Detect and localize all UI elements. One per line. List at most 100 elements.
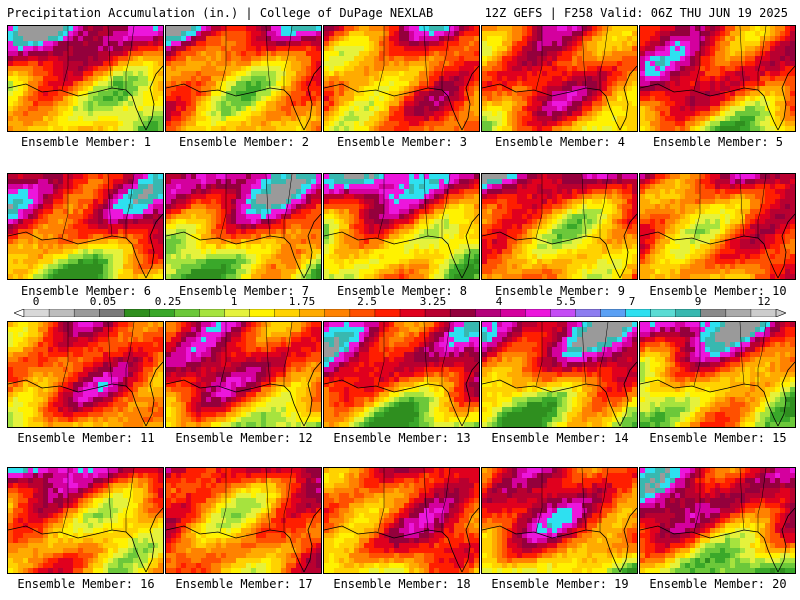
precipitation-field	[482, 468, 637, 573]
colorbar-swatch	[149, 309, 175, 317]
state-borders	[693, 26, 767, 91]
colorbar-swatch	[249, 309, 276, 317]
ensemble-member-map[interactable]	[323, 467, 480, 574]
state-borders	[61, 174, 135, 239]
coastline	[482, 65, 637, 131]
ensemble-member-map[interactable]	[7, 25, 164, 132]
ensemble-member-map[interactable]	[481, 321, 638, 428]
colorbar-swatch	[274, 309, 301, 317]
colorbar-tick-label: 5.5	[556, 295, 576, 308]
colorbar-tick-label: 0.25	[154, 295, 182, 308]
ensemble-member-map[interactable]	[639, 467, 796, 574]
precipitation-field	[166, 174, 321, 279]
ensemble-member-map[interactable]	[165, 467, 322, 574]
precipitation-field	[8, 26, 163, 131]
ensemble-member-map[interactable]	[323, 321, 480, 428]
state-borders	[693, 322, 767, 387]
colorbar-swatch	[98, 309, 125, 317]
ensemble-member-label: Ensemble Member: 2	[178, 135, 310, 149]
coastline	[324, 65, 479, 131]
state-borders	[377, 26, 451, 91]
ensemble-member-map[interactable]	[7, 173, 164, 280]
coastline	[166, 361, 321, 427]
colorbar-left-arrow	[14, 309, 25, 317]
ensemble-member-map[interactable]	[639, 25, 796, 132]
ensemble-member-map[interactable]	[639, 173, 796, 280]
ensemble-member-label: Ensemble Member: 16	[17, 577, 155, 591]
ensemble-member-map[interactable]	[639, 321, 796, 428]
coastline	[640, 65, 795, 131]
colorbar-swatch	[700, 309, 727, 317]
colorbar-swatch	[324, 309, 351, 317]
colorbar-swatch	[600, 309, 627, 317]
colorbar-swatch	[124, 309, 150, 317]
colorbar-swatch	[650, 309, 677, 317]
colorbar-swatch	[174, 309, 200, 317]
precipitation-field	[324, 322, 479, 427]
coastline	[166, 65, 321, 131]
colorbar-swatch	[224, 309, 251, 317]
coastline	[8, 361, 163, 427]
ensemble-member-map[interactable]	[165, 25, 322, 132]
colorbar-tick-label: 0	[32, 295, 40, 308]
ensemble-member-label: Ensemble Member: 9	[494, 284, 626, 298]
state-borders	[377, 322, 451, 387]
state-borders	[535, 26, 609, 91]
precipitation-field	[166, 26, 321, 131]
precipitation-colorbar	[14, 309, 786, 317]
ensemble-member-label: Ensemble Member: 10	[649, 284, 787, 298]
colorbar-tick-label: 2.5	[357, 295, 377, 308]
ensemble-member-map[interactable]	[7, 467, 164, 574]
colorbar-swatch	[500, 309, 526, 317]
model-valid-time: 12Z GEFS | F258 Valid: 06Z THU JUN 19 20…	[484, 6, 788, 20]
coastline	[640, 361, 795, 427]
precipitation-field	[482, 322, 637, 427]
ensemble-member-map[interactable]	[7, 321, 164, 428]
coastline	[482, 507, 637, 573]
colorbar-swatch	[23, 309, 50, 317]
precipitation-field	[640, 174, 795, 279]
colorbar-swatch	[299, 309, 326, 317]
map-title: Precipitation Accumulation (in.) | Colle…	[7, 6, 434, 20]
ensemble-member-map[interactable]	[481, 25, 638, 132]
colorbar-swatch	[675, 309, 702, 317]
ensemble-member-map[interactable]	[481, 173, 638, 280]
coastline	[482, 361, 637, 427]
coastline	[8, 65, 163, 131]
colorbar-tick-label: 7	[628, 295, 636, 308]
ensemble-member-label: Ensemble Member: 3	[336, 135, 468, 149]
state-borders	[693, 468, 767, 533]
state-borders	[377, 174, 451, 239]
ensemble-member-label: Ensemble Member: 17	[175, 577, 313, 591]
ensemble-member-map[interactable]	[323, 25, 480, 132]
precipitation-field	[324, 174, 479, 279]
colorbar-swatch	[750, 309, 777, 317]
state-borders	[693, 174, 767, 239]
ensemble-member-label: Ensemble Member: 19	[491, 577, 629, 591]
state-borders	[61, 322, 135, 387]
ensemble-member-label: Ensemble Member: 7	[178, 284, 310, 298]
precipitation-field	[640, 322, 795, 427]
precipitation-field	[640, 26, 795, 131]
ensemble-member-map[interactable]	[481, 467, 638, 574]
ensemble-member-label: Ensemble Member: 15	[649, 431, 787, 445]
state-borders	[219, 26, 293, 91]
precipitation-field	[482, 174, 637, 279]
colorbar-swatch	[475, 309, 501, 317]
colorbar-swatch	[725, 309, 752, 317]
state-borders	[219, 322, 293, 387]
colorbar-swatch	[525, 309, 551, 317]
ensemble-member-map[interactable]	[165, 321, 322, 428]
coastline	[324, 213, 479, 279]
precipitation-field	[324, 26, 479, 131]
colorbar-swatch	[349, 309, 376, 317]
colorbar-swatch	[48, 309, 75, 317]
colorbar-tick-label: 12	[757, 295, 771, 308]
ensemble-member-map[interactable]	[165, 173, 322, 280]
coastline	[8, 507, 163, 573]
ensemble-member-label: Ensemble Member: 1	[20, 135, 152, 149]
precipitation-field	[324, 468, 479, 573]
precipitation-field	[8, 322, 163, 427]
ensemble-member-label: Ensemble Member: 18	[333, 577, 471, 591]
ensemble-member-map[interactable]	[323, 173, 480, 280]
